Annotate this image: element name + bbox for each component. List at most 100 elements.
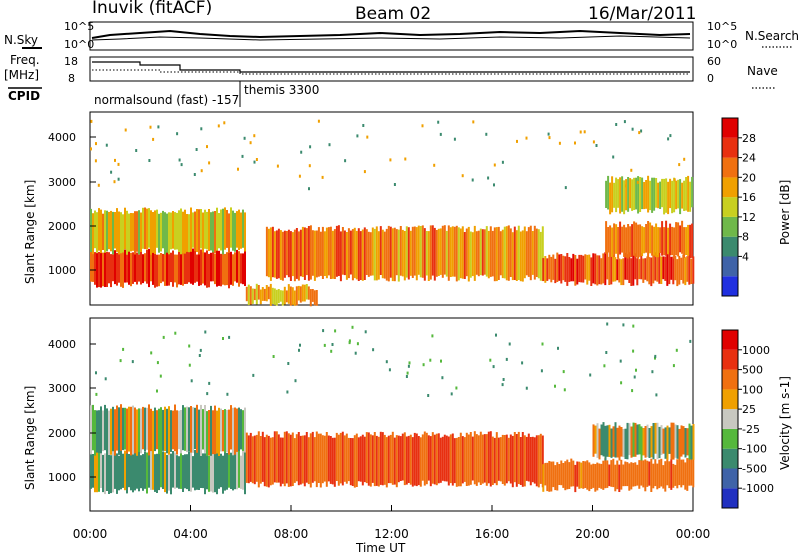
velocity-ytick-label: 1000 (48, 471, 76, 484)
data-cell-column (136, 252, 138, 285)
data-scatter-cell (299, 343, 301, 347)
data-cell-column (640, 253, 643, 280)
data-cell-column (568, 257, 571, 282)
data-cell-column (337, 225, 340, 276)
data-cell-column (627, 177, 630, 212)
data-cell-column (273, 231, 276, 278)
noise-left-label: N.Sky (4, 33, 38, 47)
data-cell-column (244, 451, 246, 495)
data-scatter-cell (422, 363, 425, 367)
data-cell-column (580, 462, 583, 489)
data-cell-column (381, 229, 384, 279)
data-cell-column (228, 449, 230, 488)
data-cell-column (259, 436, 262, 484)
data-cell-column (118, 211, 120, 255)
data-scatter-cell (405, 375, 408, 378)
data-cell-column (297, 285, 300, 301)
data-cell-column (140, 408, 142, 454)
date-title: 16/Mar/2011 (588, 4, 696, 24)
data-cell-column (621, 226, 624, 253)
data-cell-column (675, 180, 678, 210)
data-cell-column (110, 210, 112, 252)
data-cell-column (271, 287, 274, 304)
data-cell-column (453, 226, 456, 277)
data-cell-column (275, 431, 278, 483)
data-cell-column (495, 432, 498, 486)
data-scatter-cell (176, 132, 179, 136)
data-scatter-cell (294, 379, 297, 383)
data-cell-column (515, 434, 518, 487)
data-cell-column (226, 210, 228, 248)
data-cell-column (196, 451, 198, 490)
data-cell-column (108, 211, 110, 250)
data-cell-column (598, 463, 601, 488)
data-cell-column (128, 406, 130, 452)
data-cell-column (321, 435, 324, 484)
data-cell-column (309, 289, 312, 307)
data-scatter-cell (564, 186, 567, 190)
data-cell-column (647, 175, 650, 213)
data-cell-column (497, 437, 500, 481)
data-cell-column (182, 405, 184, 451)
data-cell-column (120, 212, 122, 254)
data-cell-column (580, 254, 583, 283)
data-cell-column (503, 226, 506, 279)
data-cell-column (483, 229, 486, 275)
data-cell-column (122, 214, 124, 253)
data-cell-column (465, 228, 468, 277)
data-cell-column (184, 407, 186, 451)
data-cell-column (353, 435, 356, 488)
data-cell-column (622, 258, 625, 286)
data-cell-column (592, 463, 595, 488)
data-scatter-cell (489, 358, 492, 362)
data-cell-column (427, 435, 430, 481)
data-cell-column (186, 406, 188, 453)
data-cell-column (433, 434, 436, 485)
data-cell-column (618, 425, 621, 461)
data-scatter-cell (110, 170, 113, 174)
data-cell-column (136, 451, 138, 489)
data-cell-column (690, 459, 693, 486)
data-cell-column (361, 229, 364, 281)
data-scatter-cell (208, 381, 211, 385)
data-cell-column (263, 437, 266, 487)
data-cell-column (630, 426, 633, 458)
data-cell-column (616, 427, 619, 458)
data-cell-column (541, 226, 544, 282)
data-cell-column (667, 181, 670, 215)
data-cell-column (451, 226, 454, 277)
data-cell-column (130, 406, 132, 456)
data-scatter-cell (287, 362, 290, 365)
data-cell-column (602, 460, 605, 490)
data-cell-column (210, 452, 212, 492)
velocity-ytick-label: 2000 (48, 427, 76, 440)
data-cell-column (631, 224, 634, 258)
data-cell-column (160, 407, 162, 456)
colorbar-segment (722, 216, 738, 237)
data-scatter-cell (309, 145, 312, 149)
data-cell-column (513, 226, 516, 280)
data-cell-column (126, 248, 128, 283)
data-cell-column (132, 213, 134, 251)
data-scatter-cell (331, 343, 334, 346)
data-cell-column (96, 449, 98, 493)
data-cell-column (548, 461, 551, 492)
data-cell-column (477, 230, 480, 277)
data-cell-column (176, 254, 178, 288)
data-cell-column (371, 435, 374, 483)
power-colorbar: 28 24 20 16 12 8 4 (721, 117, 756, 297)
data-cell-column (588, 254, 591, 281)
data-cell-column (629, 178, 632, 209)
data-cell-column (622, 464, 625, 487)
data-cell-column (184, 248, 186, 284)
data-cell-column (178, 210, 180, 252)
data-cell-column (182, 455, 184, 492)
data-cell-column (148, 208, 150, 248)
data-cell-column (668, 461, 671, 489)
data-scatter-cell (178, 158, 181, 162)
data-cell-column (120, 251, 122, 287)
data-scatter-cell (94, 159, 97, 163)
data-cell-column (664, 427, 667, 459)
data-cell-column (208, 253, 210, 288)
data-cell-column (611, 176, 614, 213)
